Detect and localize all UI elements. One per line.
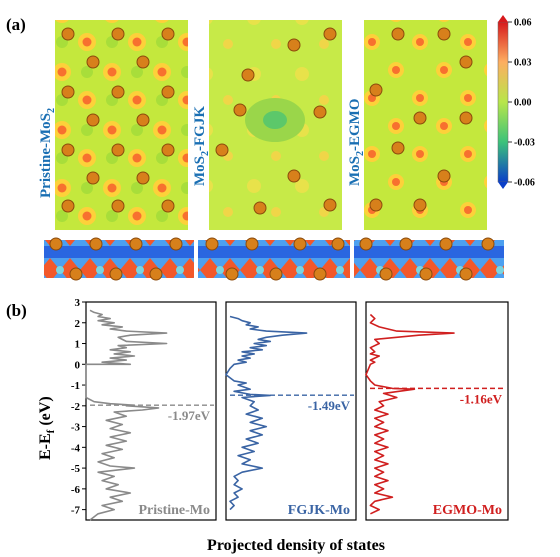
colorbar: 0.06 0.03 0.00 -0.03 -0.06	[497, 15, 535, 189]
colorbar-tick-label: -0.03	[514, 138, 535, 149]
pdos-panel-pristine-mo: -1.97eV Pristine-Mo	[85, 301, 217, 521]
y-tick-label: -3	[71, 422, 81, 434]
y-tick-label: 0	[75, 359, 81, 371]
panel-frame	[85, 301, 217, 521]
y-tick-label: -2	[71, 401, 81, 413]
shift-label: -1.49eV	[308, 398, 351, 413]
series-label: EGMO-Mo	[433, 503, 502, 518]
colorbar-tick-label: -0.06	[514, 178, 535, 189]
y-tick-label: -4	[71, 442, 81, 454]
pdos-curve	[365, 313, 455, 515]
atom-markers-egmo	[369, 27, 473, 212]
y-tick-label: -7	[71, 505, 81, 517]
panel-b-label: (b)	[6, 301, 27, 320]
side-view-pristine	[44, 237, 194, 281]
colorbar-tick-label: 0.06	[514, 18, 532, 29]
charge-map-pristine	[55, 20, 188, 230]
charge-map-egmo	[364, 20, 487, 230]
series-label: Pristine-Mo	[138, 503, 210, 518]
y-axis-label: E-Ef (eV)	[37, 396, 57, 460]
y-axis: 3 2 1 0 -1 -2 -3 -4 -5 -6 -7	[71, 297, 86, 517]
y-tick-label: 2	[75, 318, 81, 330]
charge-map-fgjk	[209, 20, 342, 230]
y-tick-label: 3	[75, 297, 81, 309]
map-label-fgjk: MoS2-FGJK	[192, 106, 211, 186]
y-tick-label: -5	[71, 463, 81, 475]
pdos-curve	[225, 315, 308, 511]
shift-label: -1.97eV	[168, 408, 211, 423]
panel-frame	[225, 301, 357, 521]
map-label-pristine: Pristine-MoS2	[38, 108, 57, 198]
x-axis-label: Projected density of states	[207, 537, 385, 554]
y-tick-label: 1	[75, 339, 81, 351]
pdos-curve	[85, 309, 168, 521]
y-tick-label: -6	[71, 484, 81, 496]
shift-label: -1.16eV	[460, 391, 503, 406]
side-view-egmo	[354, 237, 504, 281]
colorbar-tick-label: 0.03	[514, 58, 532, 69]
y-tick-label: -1	[71, 380, 80, 392]
side-view-fgjk	[198, 237, 350, 281]
pdos-panel-egmo-mo: -1.16eV EGMO-Mo	[365, 301, 509, 521]
colorbar-tick-label: 0.00	[514, 98, 532, 109]
panel-a-label: (a)	[6, 15, 26, 34]
map-label-egmo: MoS2-EGMO	[347, 99, 366, 187]
series-label: FGJK-Mo	[288, 503, 350, 518]
atom-markers-fgjk	[215, 27, 337, 215]
atom-markers-pristine	[61, 27, 175, 213]
pdos-panel-fgjk-mo: -1.49eV FGJK-Mo	[225, 301, 357, 521]
